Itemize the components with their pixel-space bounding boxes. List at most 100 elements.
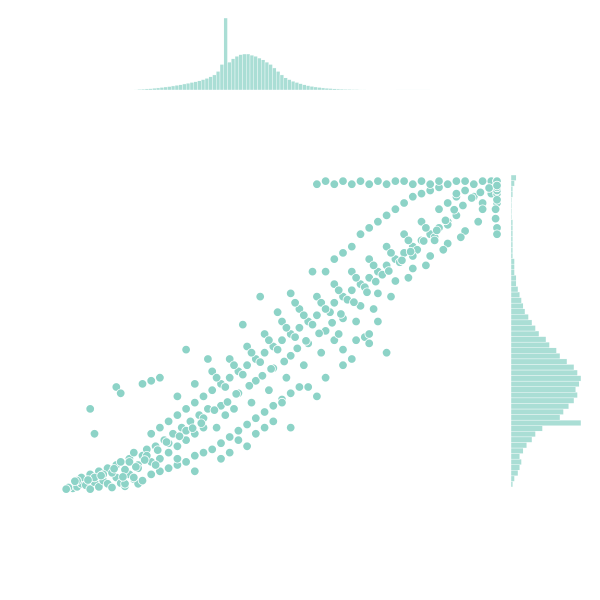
scatter-point: [294, 382, 305, 392]
scatter-point: [368, 304, 379, 314]
scatter-point: [484, 183, 494, 193]
scatter-point: [290, 332, 300, 342]
scatter-point: [362, 287, 372, 297]
scatter-point: [155, 373, 165, 383]
right-histogram-bar: [510, 386, 576, 393]
scatter-point: [399, 176, 409, 186]
top-histogram-bar: [204, 78, 209, 91]
right-histogram-bar: [510, 197, 513, 204]
scatter-point: [397, 255, 407, 266]
scatter-point: [458, 200, 468, 211]
scatter-point: [477, 176, 488, 186]
scatter-point: [469, 179, 479, 189]
scatter-point: [70, 476, 80, 487]
top-histogram-bar: [141, 88, 146, 91]
scatter-point: [432, 225, 442, 236]
scatter-point: [467, 193, 477, 203]
top-histogram-bar: [167, 86, 172, 91]
right-histogram-bar: [510, 364, 575, 371]
right-histogram-bar: [510, 358, 568, 365]
top-histogram-bar: [197, 80, 202, 91]
right-histogram-bar: [510, 180, 515, 187]
scatter-point: [115, 388, 126, 399]
scatter-point: [203, 354, 213, 364]
scatter-point: [207, 366, 217, 377]
scatter-point: [314, 328, 324, 339]
top-histogram-bar: [309, 86, 314, 91]
scatter-point: [124, 457, 135, 467]
right-histogram-bar: [510, 436, 533, 443]
top-histogram-bar: [137, 89, 142, 91]
scatter-point: [381, 179, 392, 189]
scatter-point: [338, 248, 348, 258]
top-histogram-bar: [171, 85, 176, 91]
scatter-point: [161, 437, 172, 447]
scatter-point: [224, 432, 235, 442]
scatter-point: [443, 238, 453, 249]
scatter-point: [443, 179, 453, 189]
scatter-point: [209, 405, 220, 415]
right-histogram-bar: [510, 258, 515, 265]
scatter-point: [238, 319, 248, 330]
scatter-point: [327, 318, 337, 328]
right-histogram-bar: [510, 269, 515, 276]
scatter-point: [259, 407, 270, 417]
scatter-point: [364, 179, 374, 189]
right-histogram-bar: [510, 302, 524, 309]
scatter-point: [351, 316, 361, 327]
scatter-point: [320, 373, 331, 383]
scatter-point: [224, 447, 235, 458]
top-histogram-bar: [347, 89, 352, 91]
top-histogram-bar: [287, 79, 292, 91]
scatter-point: [403, 273, 414, 283]
right-histogram-bar: [510, 392, 578, 399]
scatter-point: [255, 291, 265, 302]
scatter-point: [131, 462, 141, 472]
scatter-point: [449, 205, 459, 215]
right-histogram-bar: [510, 403, 569, 410]
scatter-point: [307, 319, 318, 330]
right-histogram-bar: [510, 375, 582, 382]
scatter-point: [246, 397, 257, 408]
scatter-point: [390, 276, 401, 286]
scatter-point: [368, 260, 379, 271]
scatter-point: [264, 385, 274, 395]
right-histogram-bar: [510, 414, 561, 421]
scatter-point: [137, 475, 148, 486]
scatter-point: [336, 309, 346, 319]
scatter-point: [129, 472, 139, 483]
right-histogram-bar: [510, 291, 520, 298]
scatter-point: [129, 447, 139, 458]
scatter-point: [303, 382, 313, 392]
scatter-point: [277, 397, 287, 408]
scatter-point: [286, 351, 296, 361]
top-histogram-bar: [227, 61, 232, 91]
scatter-point: [216, 438, 226, 448]
scatter-point: [294, 323, 305, 333]
scatter-point: [190, 451, 200, 461]
scatter-point: [163, 447, 174, 458]
top-histogram-bar: [317, 87, 322, 91]
scatter-point: [255, 357, 265, 367]
right-histogram-bar: [510, 213, 513, 220]
scatter-point: [475, 187, 486, 198]
right-histogram-bar: [510, 442, 527, 449]
scatter-point: [83, 475, 93, 485]
top-histogram-bar: [182, 83, 187, 91]
top-histogram-bar: [351, 89, 356, 91]
top-marginal-histogram: [129, 17, 431, 91]
scatter-point: [272, 344, 283, 355]
scatter-point: [390, 176, 401, 186]
scatter-point: [320, 176, 331, 186]
right-histogram-bar: [510, 319, 533, 326]
scatter-point: [434, 176, 444, 186]
top-histogram-bar: [298, 83, 303, 91]
scatter-point: [347, 241, 357, 252]
top-histogram-bar: [186, 83, 191, 91]
right-histogram-bar: [510, 219, 513, 226]
scatter-point: [347, 285, 357, 296]
top-histogram-bar: [339, 88, 344, 91]
right-histogram-bar: [510, 353, 561, 360]
scatter-point: [492, 195, 502, 205]
scatter-point: [211, 373, 222, 383]
